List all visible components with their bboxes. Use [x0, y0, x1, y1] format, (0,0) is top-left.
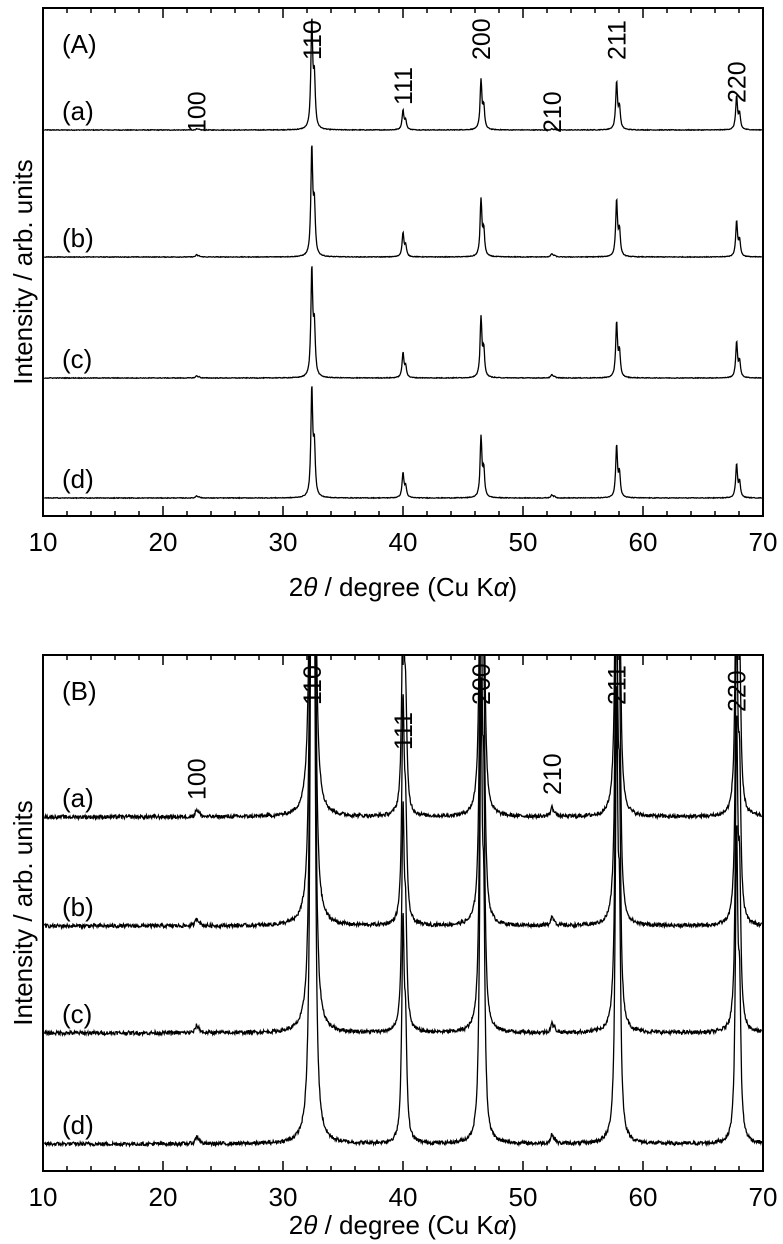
x-tick-label: 50	[509, 1182, 538, 1212]
peak-label-100: 100	[184, 91, 212, 133]
panel-b-y-axis-title: Intensity / arb. units	[8, 800, 38, 1025]
x-tick-label: 10	[29, 1182, 58, 1212]
panel-a: 100 110 111 200 210 211 220 (a) (b) (c) (d) 10 20 3…	[8, 7, 778, 602]
series-trace-a	[43, 655, 763, 822]
panel-a-ticks	[42, 8, 764, 516]
x-tick-label: 40	[389, 527, 418, 557]
x-tick-label: 30	[269, 1182, 298, 1212]
x-tick-label: 20	[149, 527, 178, 557]
peak-label-111: 111	[390, 712, 418, 750]
x-tick-label: 30	[269, 527, 298, 557]
series-label: (d)	[62, 464, 94, 494]
panel-b-trace-labels: (a) (b) (c) (d)	[62, 783, 94, 1140]
panel-b-traces	[43, 655, 763, 1148]
peak-label-210: 210	[539, 753, 567, 795]
x-tick-label: 70	[749, 1182, 778, 1212]
panel-b-x-axis-title: 2θ / degree (Cu Kα)	[289, 1210, 517, 1240]
peak-label-200: 200	[468, 663, 496, 705]
panel-b-peak-labels: 100 110 111 200 210 211 220	[184, 663, 752, 800]
x-tick-label: 20	[149, 1182, 178, 1212]
x-tick-label: 60	[629, 1182, 658, 1212]
panel-a-trace-labels: (a) (b) (c) (d)	[62, 96, 94, 494]
panel-a-peak-labels: 100 110 111 200 210 211 220	[184, 18, 752, 133]
series-label: (b)	[62, 892, 94, 922]
panel-b-label: (B)	[62, 676, 97, 706]
x-tick-label: 50	[509, 527, 538, 557]
panel-a-x-axis-title: 2θ / degree (Cu Kα)	[289, 572, 517, 602]
peak-label-110: 110	[299, 20, 327, 60]
series-trace-c	[43, 266, 762, 380]
series-label: (b)	[62, 223, 94, 253]
series-label: (c)	[62, 344, 92, 374]
series-label: (c)	[62, 999, 92, 1029]
peak-label-100: 100	[184, 758, 212, 800]
peak-label-211: 211	[604, 20, 632, 60]
x-tick-label: 10	[29, 527, 58, 557]
panel-a-y-axis-title: Intensity / arb. units	[8, 159, 38, 384]
series-trace-b	[43, 145, 762, 259]
panel-a-x-tick-labels: 10 20 30 40 50 60 70	[29, 527, 778, 557]
series-label: (d)	[62, 1110, 94, 1140]
peak-label-111: 111	[390, 67, 418, 105]
peak-label-211: 211	[604, 665, 632, 705]
series-trace-d	[44, 386, 762, 500]
peak-label-210: 210	[539, 91, 567, 133]
x-tick-label: 40	[389, 1182, 418, 1212]
peak-label-220: 220	[724, 670, 752, 712]
series-label: (a)	[62, 783, 94, 813]
series-trace-a	[43, 18, 763, 132]
x-tick-label: 60	[629, 527, 658, 557]
panel-b-ticks	[42, 655, 764, 1171]
panel-b: 100 110 111 200 210 211 220 (a) (b) (c) (d) 10 20 3…	[8, 654, 778, 1240]
peak-label-200: 200	[468, 18, 496, 60]
series-trace-c	[43, 655, 762, 1038]
panel-a-traces	[43, 18, 763, 500]
series-trace-d	[43, 655, 763, 1148]
peak-label-220: 220	[724, 61, 752, 103]
series-label: (a)	[62, 96, 94, 126]
panel-a-label: (A)	[62, 29, 97, 59]
x-tick-label: 70	[749, 527, 778, 557]
peak-label-110: 110	[299, 665, 327, 705]
series-trace-b	[43, 655, 763, 931]
panel-b-x-tick-labels: 10 20 30 40 50 60 70	[29, 1182, 778, 1212]
